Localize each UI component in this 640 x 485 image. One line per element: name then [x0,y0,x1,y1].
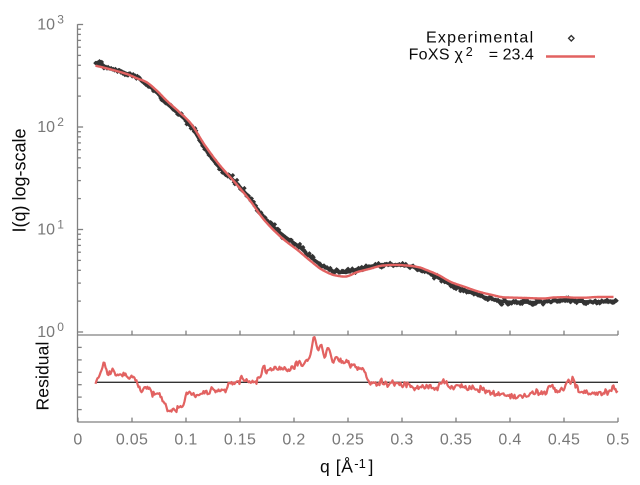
svg-text:2: 2 [466,45,473,59]
svg-text:0.15: 0.15 [224,432,256,449]
svg-text:0.3: 0.3 [390,432,413,449]
svg-text:FoXS χ: FoXS χ [409,46,464,63]
svg-text:0.35: 0.35 [440,432,472,449]
svg-text:0.45: 0.45 [548,432,580,449]
svg-text:0.5: 0.5 [606,432,629,449]
svg-text:10: 10 [37,222,55,239]
svg-text:= 23.4: = 23.4 [489,46,534,63]
svg-text:]: ] [369,456,374,476]
svg-text:Residual: Residual [33,342,53,411]
svg-text:0: 0 [73,432,82,449]
svg-text:10: 10 [37,119,55,136]
svg-text:3: 3 [57,12,64,26]
svg-text:0.05: 0.05 [116,432,148,449]
svg-text:10: 10 [37,324,55,341]
svg-text:0.2: 0.2 [282,432,305,449]
svg-text:Experimental: Experimental [426,30,534,47]
svg-text:0: 0 [57,320,64,334]
svg-text:0.4: 0.4 [498,432,521,449]
svg-text:q [Å: q [Å [320,456,354,476]
svg-text:2: 2 [57,115,64,129]
svg-text:1: 1 [57,217,64,231]
svg-text:0.25: 0.25 [332,432,364,449]
svg-text:10: 10 [37,17,55,34]
svg-text:0.1: 0.1 [174,432,197,449]
svg-text:I(q) log-scale: I(q) log-scale [10,128,30,232]
svg-text:-1: -1 [354,456,366,471]
